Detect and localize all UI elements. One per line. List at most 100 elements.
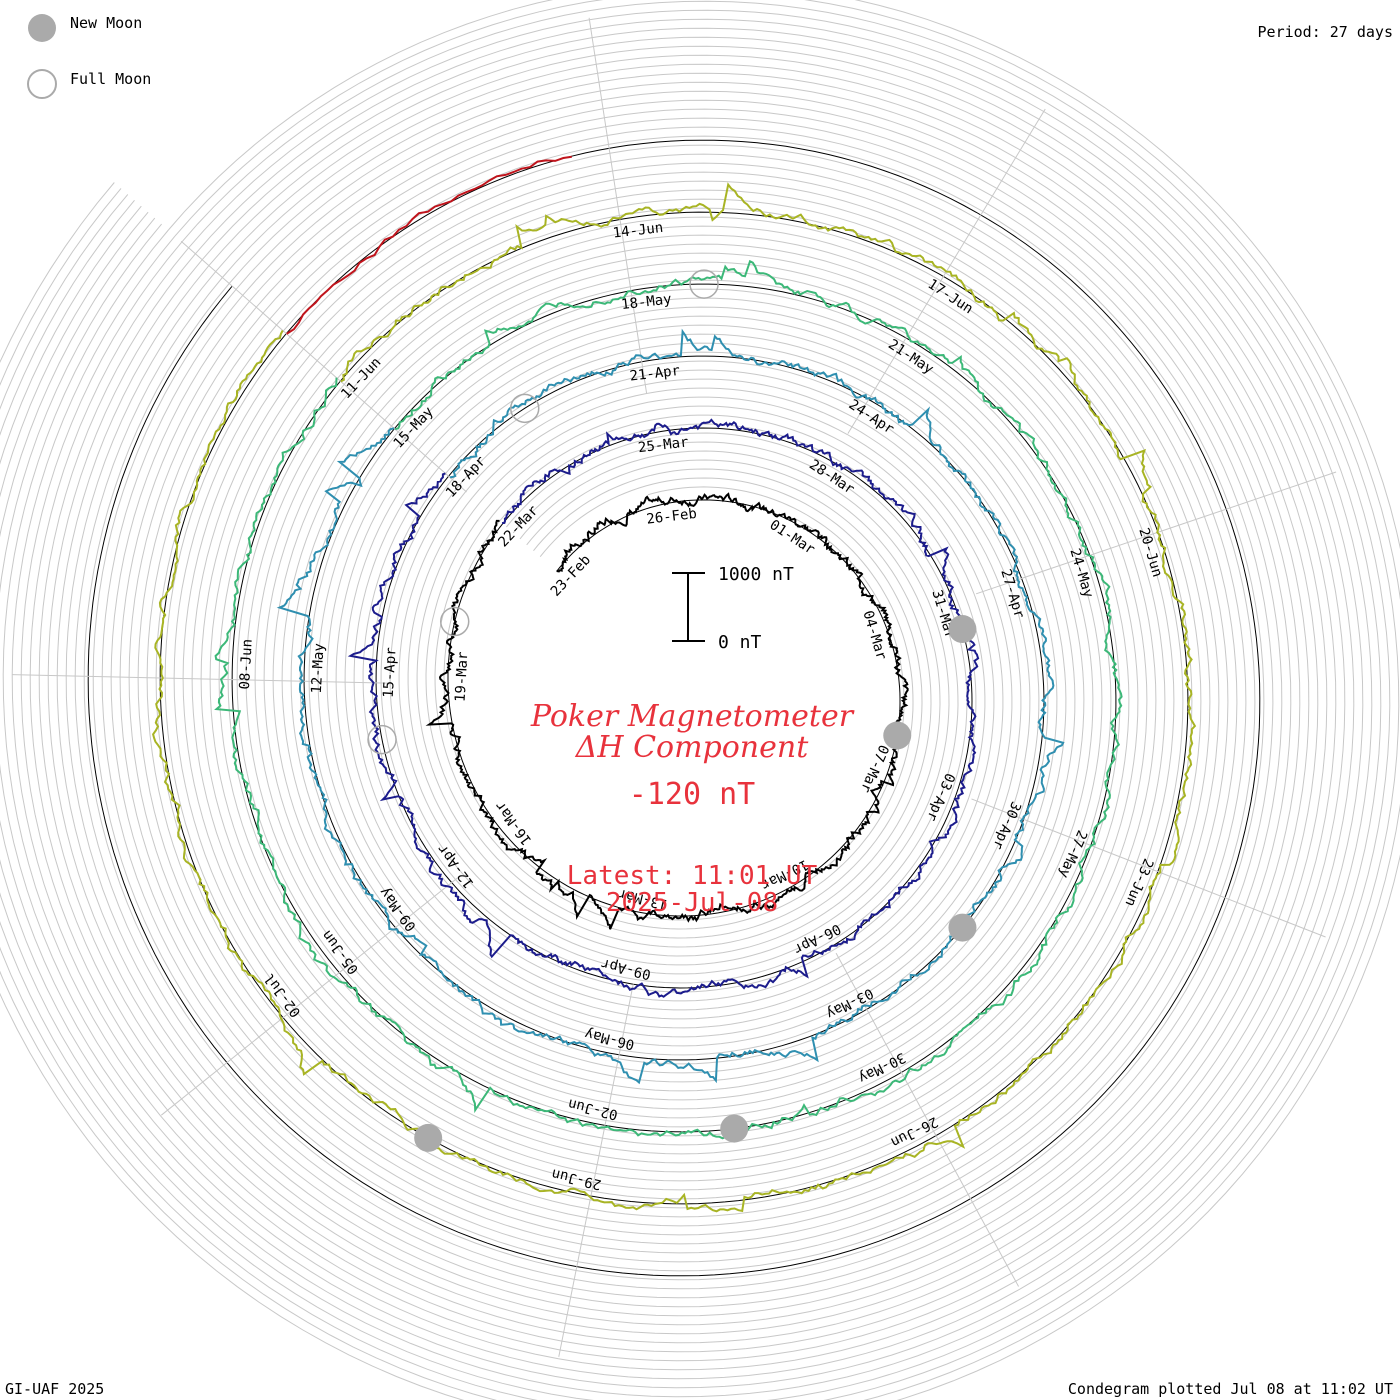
grid-ring <box>119 171 1229 1245</box>
date-label: 19-Mar <box>453 651 472 702</box>
full-moon-marker <box>689 269 719 299</box>
grid-ring <box>182 234 1166 1182</box>
grid-ring <box>164 216 1184 1200</box>
grid-ring <box>317 369 1031 1047</box>
grid-ring <box>254 306 1094 1110</box>
grid-ring <box>407 459 941 957</box>
scale-top-label: 1000 nT <box>718 564 794 585</box>
plotted-label: Condegram plotted Jul 08 at 11:02 UT <box>1068 1380 1393 1398</box>
grid-spoke <box>180 240 467 493</box>
data-traces <box>152 155 1197 1213</box>
new-moon-marker <box>414 1123 443 1152</box>
new-moon-marker <box>948 913 977 942</box>
new-moon-marker <box>883 721 912 750</box>
grid-ring <box>0 36 1364 1380</box>
grid-ring <box>272 324 1076 1092</box>
grid-ring <box>29 81 1319 1335</box>
date-label: 02-Jul <box>261 970 304 1020</box>
grid-ring <box>443 518 905 921</box>
grid-spoke <box>161 877 459 1116</box>
full-moon-legend-icon <box>27 69 57 99</box>
grid-ring <box>425 477 923 939</box>
series-trace <box>425 492 909 930</box>
series-trace <box>286 155 572 335</box>
new-moon-legend-label: New Moon <box>70 14 142 32</box>
date-label: 12-May <box>309 643 328 694</box>
full-moon-marker <box>367 724 397 755</box>
grid-ring <box>200 252 1148 1164</box>
date-label: 09-May <box>377 884 420 934</box>
new-moon-marker <box>948 615 977 644</box>
new-moon-marker <box>720 1114 749 1143</box>
grid-ring <box>0 45 1355 1371</box>
grid-ring <box>38 90 1310 1326</box>
grid-ring <box>353 405 995 1011</box>
date-label: 20-Jun <box>1135 526 1165 579</box>
grid-ring <box>65 117 1283 1299</box>
grid-ring <box>146 198 1202 1218</box>
grid-ring <box>0 18 1382 1398</box>
date-label: 15-Apr <box>381 647 400 698</box>
date-label: 16-Mar <box>492 798 535 848</box>
grid-ring <box>236 288 1112 1128</box>
series-baseline <box>231 283 1117 1133</box>
grid-ring <box>434 486 914 930</box>
grid-spoke <box>588 17 648 394</box>
chart-title-line1: Poker Magnetometer <box>530 699 855 734</box>
date-label: 11-Jun <box>338 354 384 402</box>
grid-ring <box>0 9 1391 1400</box>
new-moon-legend-icon <box>28 14 56 42</box>
grid-ring <box>416 468 932 948</box>
series-trace <box>152 182 1197 1213</box>
chart-title-line2: ΔH Component <box>575 730 809 765</box>
grid-ring <box>191 243 1157 1173</box>
date-label: 03-May <box>823 985 875 1022</box>
grid-ring <box>362 414 986 1002</box>
date-label: 14-Jun <box>612 220 664 242</box>
credit-label: GI-UAF 2025 <box>5 1380 104 1398</box>
grid-ring <box>380 432 968 984</box>
date-label: 01-Mar <box>767 517 818 558</box>
grid-spoke <box>835 952 1020 1287</box>
grid-ring <box>263 315 1085 1101</box>
grid-ring <box>209 261 1139 1155</box>
grid-ring <box>398 450 950 966</box>
grid-spoke <box>976 471 1337 595</box>
series-baseline <box>375 427 973 989</box>
grid-ring <box>128 180 1220 1236</box>
full-moon-legend-label: Full Moon <box>70 70 151 88</box>
grid-spoke <box>12 674 393 684</box>
grid-ring <box>110 162 1238 1254</box>
series-baseline <box>87 139 1261 1277</box>
date-label: 26-Feb <box>646 506 698 528</box>
date-label: 18-May <box>620 291 672 313</box>
grid-ring <box>74 126 1274 1290</box>
date-label: 27-Apr <box>997 567 1027 620</box>
grid-ring <box>218 270 1130 1146</box>
grid-ring <box>11 63 1337 1353</box>
grid-ring <box>2 54 1346 1362</box>
scale-bar <box>672 572 705 642</box>
latest-time: Latest: 11:01 UT <box>567 861 818 891</box>
grid-ring <box>0 27 1373 1389</box>
current-value: -120 nT <box>629 777 755 812</box>
grid-ring <box>335 387 1013 1029</box>
date-label: 30-May <box>856 1049 908 1086</box>
grid-ring <box>281 333 1067 1083</box>
full-moon-marker <box>509 393 540 424</box>
series-trace <box>347 418 980 998</box>
full-moon-marker <box>439 606 470 637</box>
grid-ring <box>137 189 1211 1227</box>
grid-ring <box>101 153 1247 1263</box>
grid-ring <box>47 99 1301 1317</box>
date-label: 23-Feb <box>548 552 594 600</box>
grid-ring <box>92 144 1256 1272</box>
date-label: 26-Jun <box>888 1113 940 1150</box>
grid-ring <box>326 378 1022 1038</box>
date-label: 22-Mar <box>495 503 541 551</box>
grid-spoke <box>558 984 634 1357</box>
